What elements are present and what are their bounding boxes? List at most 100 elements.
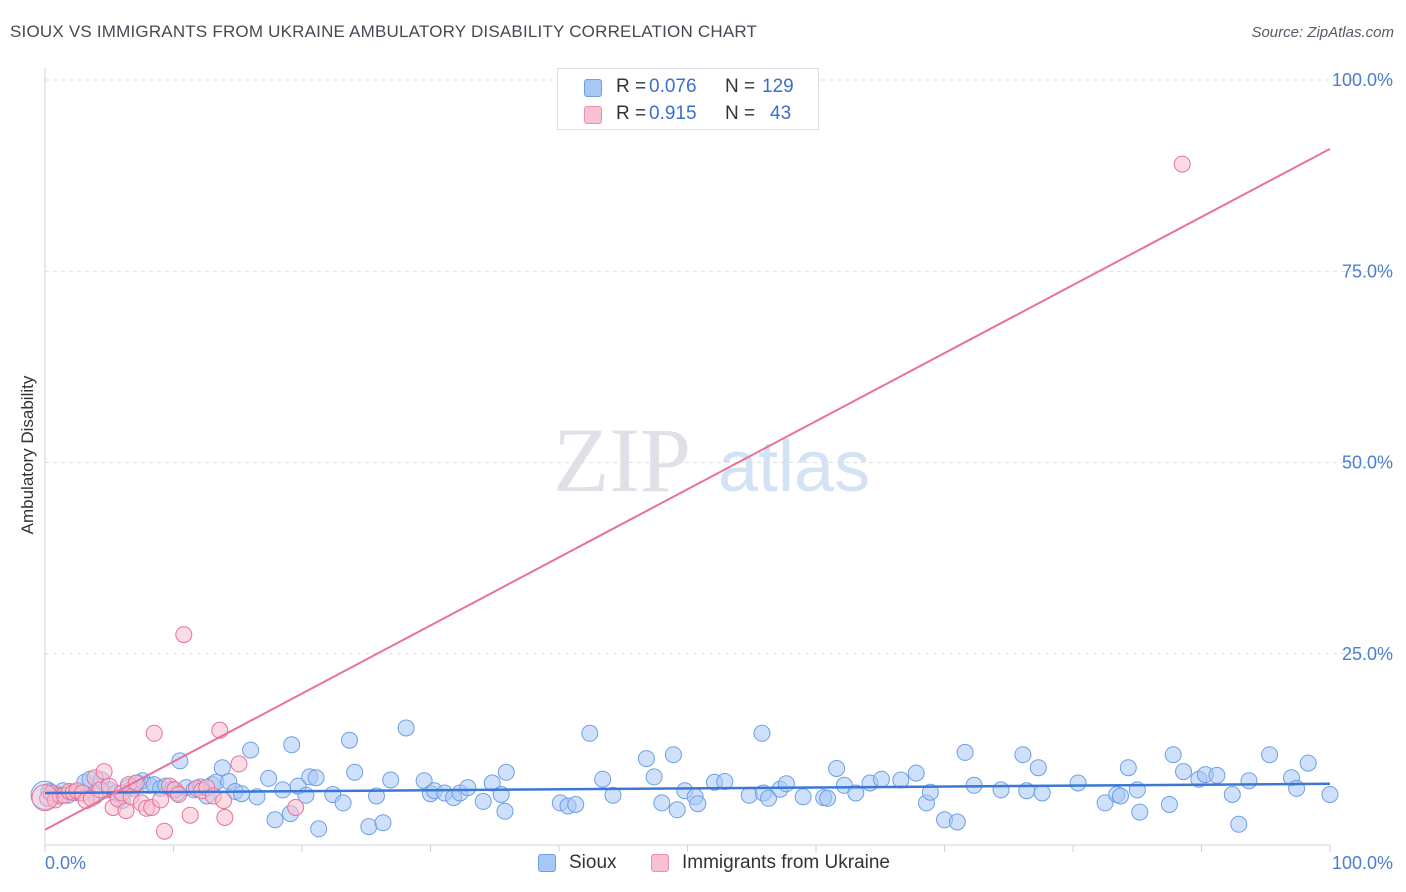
sioux-point	[581, 724, 599, 742]
sioux-point	[1208, 766, 1226, 784]
trend-lines	[44, 147, 1331, 831]
chart-title: SIOUX VS IMMIGRANTS FROM UKRAINE AMBULAT…	[10, 22, 758, 41]
sioux-point	[1223, 786, 1241, 803]
sioux-point	[948, 813, 966, 831]
ukraine-legend-label: Immigrants from Ukraine	[682, 852, 890, 873]
n-label: N =	[725, 103, 756, 124]
ukraine-swatch	[584, 106, 602, 124]
sioux-point	[1069, 774, 1087, 792]
sioux-point	[1321, 786, 1339, 803]
sioux-point	[828, 760, 846, 777]
sioux-point	[604, 786, 622, 804]
legend-row-sioux: R = 0.076 N = 129	[558, 75, 818, 101]
sioux-point	[360, 818, 378, 836]
ukraine-point	[181, 806, 199, 824]
sioux-point	[1160, 796, 1178, 813]
sioux-point	[1164, 746, 1182, 764]
sioux-point	[668, 801, 686, 819]
sioux-point	[260, 769, 278, 787]
sioux-point	[248, 788, 266, 806]
sioux-point	[374, 814, 392, 832]
ukraine-point	[216, 809, 234, 826]
r-value: 0.076	[649, 76, 697, 97]
sioux-point	[397, 719, 415, 737]
sioux-point	[1131, 803, 1149, 821]
r-value: 0.915	[649, 103, 697, 124]
sioux-point	[1014, 746, 1032, 764]
sioux-point	[474, 792, 492, 810]
ukraine-point	[211, 721, 229, 739]
sioux-point	[567, 796, 585, 813]
sioux-point	[689, 795, 707, 813]
sioux-point	[777, 775, 795, 793]
sioux-point	[645, 768, 663, 786]
n-value: 129	[762, 76, 794, 97]
sioux-point	[307, 769, 325, 787]
sioux-point	[992, 781, 1010, 799]
sioux-point	[1029, 759, 1047, 777]
sioux-point	[382, 771, 400, 789]
sioux-point	[346, 763, 364, 781]
sioux-point	[233, 785, 251, 803]
n-label: N =	[725, 76, 756, 97]
axes	[44, 68, 1331, 852]
sioux-point	[213, 759, 231, 777]
x-tick-label-min: 0.0%	[45, 853, 86, 873]
sioux-point	[283, 736, 301, 754]
sioux-point	[496, 802, 514, 820]
y-tick-label: 50.0%	[1342, 453, 1393, 473]
ukraine-point	[156, 822, 173, 840]
sioux-point	[760, 789, 777, 807]
sioux-point	[341, 731, 358, 749]
r-label: R =	[616, 103, 647, 124]
sioux-point	[368, 787, 385, 805]
ukraine-point	[170, 786, 188, 803]
sioux-point	[1261, 746, 1279, 764]
sioux-point	[664, 746, 682, 764]
sioux-point	[310, 820, 328, 838]
sioux-point	[753, 724, 771, 742]
sioux-point	[497, 763, 515, 781]
sioux-point	[1033, 784, 1051, 802]
source-label: Source: ZipAtlas.com	[1251, 24, 1394, 41]
ukraine-point	[287, 799, 305, 816]
sioux-legend-swatch	[538, 854, 556, 872]
sioux-point	[334, 794, 352, 812]
ukraine-point	[215, 792, 233, 810]
ukraine-point	[95, 763, 113, 781]
sioux-legend-label: Sioux	[569, 852, 617, 873]
ukraine-point	[175, 626, 193, 644]
legend-row-ukraine: R = 0.915 N = 43	[558, 102, 818, 128]
sioux-point	[921, 783, 939, 801]
correlation-legend: R = 0.076 N = 129 R = 0.915 N = 43	[557, 68, 819, 130]
r-label: R =	[616, 76, 647, 97]
grid-lines	[45, 79, 1390, 655]
watermark-zip: ZIP	[553, 409, 691, 511]
ukraine-point	[1173, 155, 1191, 173]
sioux-point	[653, 794, 671, 812]
n-value: 43	[770, 103, 792, 124]
sioux-point	[1096, 794, 1114, 812]
sioux-point	[459, 779, 477, 797]
sioux-point	[716, 773, 734, 790]
sioux-point	[242, 741, 260, 759]
sioux-point	[907, 764, 925, 782]
sioux-point	[594, 770, 612, 788]
sioux-point	[1112, 787, 1129, 805]
y-tick-label: 75.0%	[1342, 261, 1393, 281]
sioux-point	[740, 786, 758, 804]
sioux-point	[1240, 772, 1258, 790]
sioux-point	[274, 781, 292, 799]
ukraine-trend-line	[44, 147, 1331, 831]
sioux-swatch	[584, 79, 602, 97]
x-tick-label-max: 100.0%	[1332, 853, 1393, 873]
sioux-point	[637, 750, 655, 768]
tick-labels: 25.0% 50.0% 75.0% 100.0% 0.0% 100.0%	[45, 70, 1393, 873]
sioux-point	[873, 770, 890, 788]
sioux-point	[847, 784, 865, 802]
sioux-point	[1299, 754, 1317, 772]
ukraine-point	[152, 791, 170, 809]
sioux-point	[794, 788, 812, 806]
sioux-point	[956, 743, 974, 761]
